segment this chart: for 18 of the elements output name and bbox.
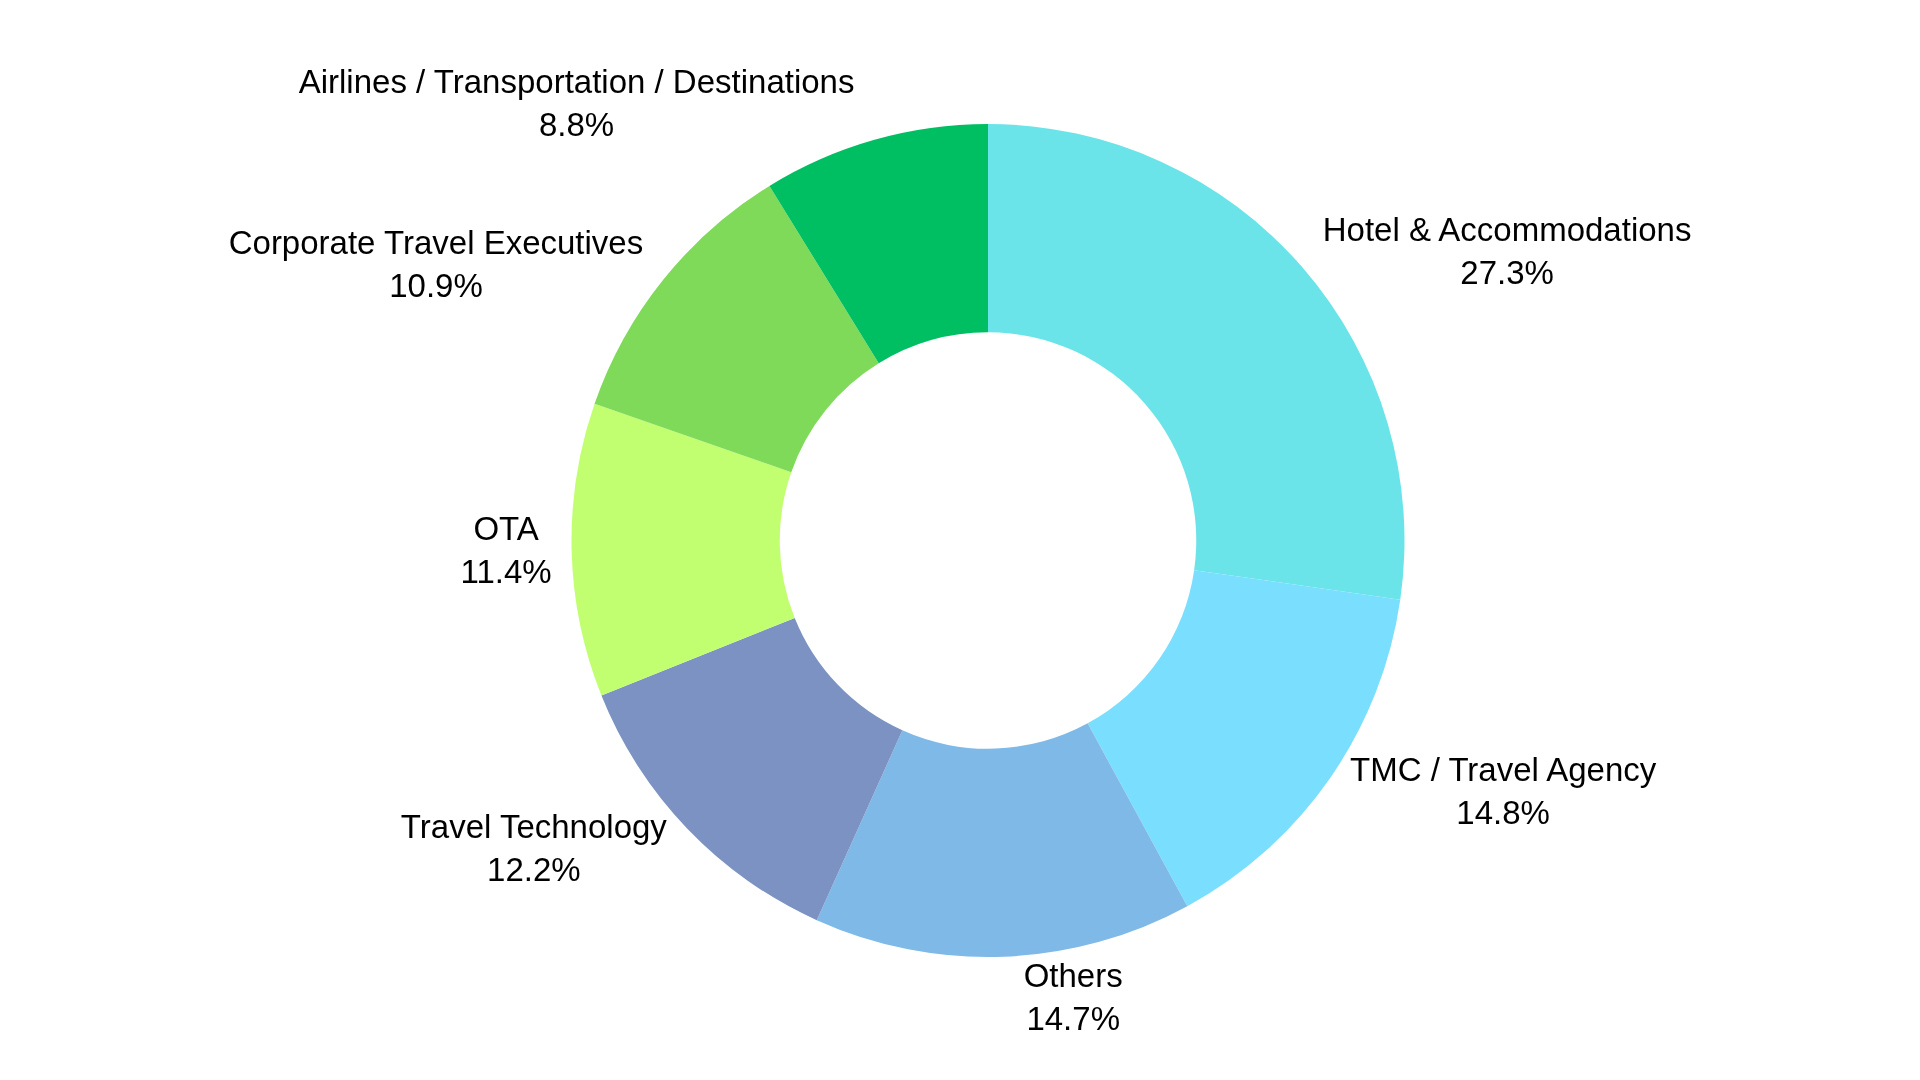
data-label: 10.9% [389,267,483,305]
donut-slice [988,124,1405,600]
slice-label: TMC / Travel Agency [1350,751,1657,789]
data-label: 8.8% [538,105,615,143]
data-label: 11.4% [460,553,552,591]
slice-label: OTA [473,510,539,548]
slice-label: Others [1023,956,1123,994]
slice-label: Travel Technology [400,807,668,845]
donut-slice [816,723,1188,957]
slice-label: Airlines / Transportation / Destinations [298,62,855,100]
data-label: 27.3% [1460,253,1554,291]
slice-label: Corporate Travel Executives [228,224,644,262]
data-label: 14.8% [1456,794,1550,832]
donut-slice [571,403,795,696]
data-label: 14.7% [1026,999,1120,1037]
donut-slice [769,124,988,364]
slice-label: Hotel & Accommodations [1322,210,1692,248]
data-label: 12.2% [487,850,581,888]
